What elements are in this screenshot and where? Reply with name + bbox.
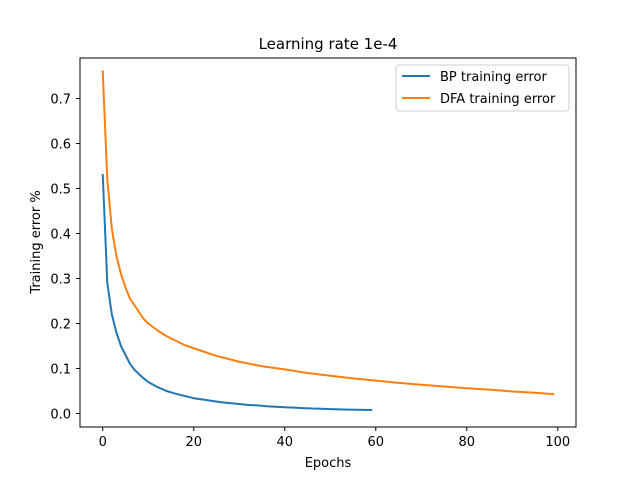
y-tick-label: 0.3 bbox=[50, 273, 71, 288]
x-tick-label: 20 bbox=[185, 435, 202, 450]
x-tick-label: 60 bbox=[368, 435, 385, 450]
x-tick-label: 100 bbox=[545, 435, 570, 450]
x-axis-label: Epochs bbox=[305, 456, 352, 471]
y-tick-label: 0.4 bbox=[50, 228, 71, 243]
series-line-1 bbox=[101, 70, 555, 396]
x-axis-ticks: 0 20 40 60 80 100 bbox=[99, 427, 570, 450]
x-tick-label: 0 bbox=[99, 435, 107, 450]
plot-frame bbox=[79, 57, 577, 428]
y-tick-label: 0.5 bbox=[50, 183, 71, 198]
y-tick-label: 0.2 bbox=[50, 318, 71, 333]
chart-title: Learning rate 1e-4 bbox=[259, 35, 398, 53]
y-tick-label: 0.7 bbox=[50, 93, 71, 108]
y-tick-label: 0.1 bbox=[50, 363, 71, 378]
x-tick-label: 80 bbox=[459, 435, 476, 450]
y-axis-ticks: 0.0 0.1 0.2 0.3 0.4 0.5 0.6 0.7 bbox=[50, 93, 80, 423]
legend-box bbox=[395, 64, 570, 112]
y-axis-label: Training error % bbox=[29, 190, 44, 294]
legend-label-bp: BP training error bbox=[440, 70, 548, 85]
y-tick-label: 0.0 bbox=[50, 408, 71, 423]
series-line-0 bbox=[101, 173, 373, 412]
legend-label-dfa: DFA training error bbox=[440, 92, 556, 107]
y-tick-label: 0.6 bbox=[50, 138, 71, 153]
x-tick-label: 40 bbox=[276, 435, 293, 450]
plot-series bbox=[101, 70, 555, 412]
legend: BP training error DFA training error bbox=[395, 64, 570, 112]
